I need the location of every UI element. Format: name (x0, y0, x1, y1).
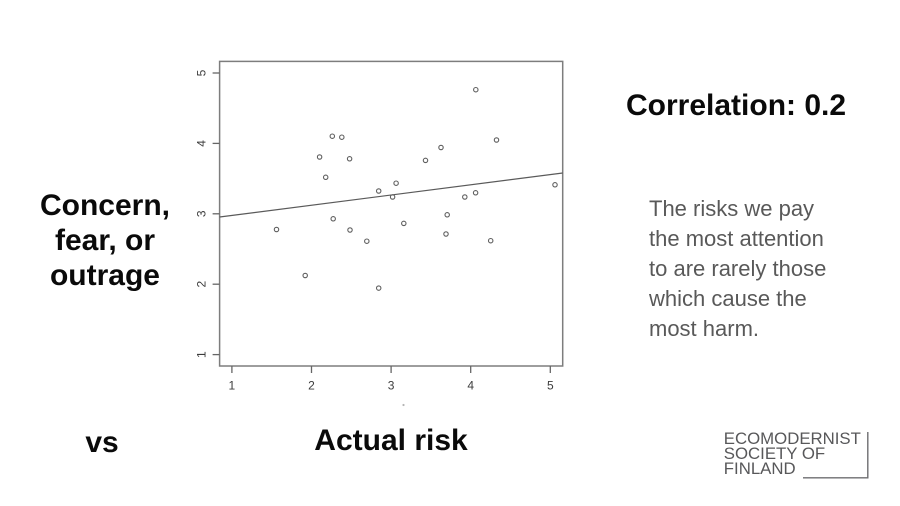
svg-text:1: 1 (229, 379, 236, 393)
svg-text:5: 5 (547, 379, 554, 393)
svg-text:3: 3 (388, 379, 395, 393)
svg-text:5: 5 (195, 69, 209, 76)
svg-text:3: 3 (195, 210, 209, 217)
svg-text:4: 4 (467, 379, 474, 393)
svg-text:2: 2 (308, 379, 315, 393)
svg-text:1: 1 (195, 351, 209, 358)
svg-text:2: 2 (195, 281, 209, 288)
svg-text:4: 4 (195, 140, 209, 147)
